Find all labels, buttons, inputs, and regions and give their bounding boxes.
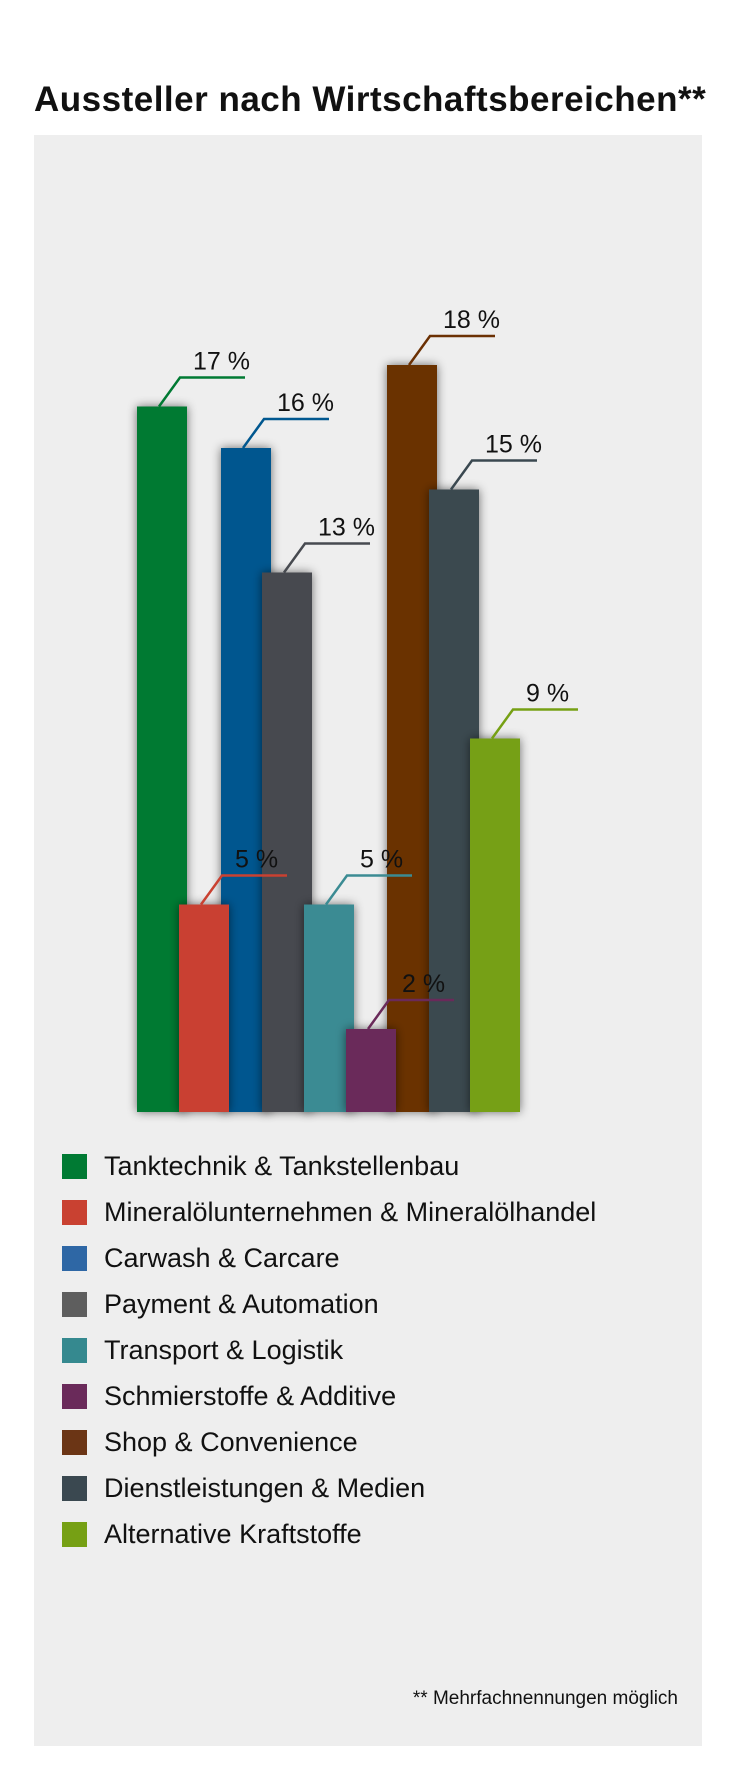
value-label-1: 17 % [193, 348, 250, 376]
legend-label: Mineralölunternehmen & Mineralölhandel [104, 1196, 597, 1227]
legend-label: Schmierstoffe & Additive [104, 1380, 397, 1411]
callout-line-6 [366, 998, 454, 1030]
legend-item: Shop & Convenience [62, 1419, 596, 1465]
value-label-6: 2 % [402, 970, 445, 998]
value-label-2: 5 % [235, 846, 278, 874]
bar-7 [387, 365, 437, 1112]
legend-item: Schmierstoffe & Additive [62, 1373, 596, 1419]
bar-2 [179, 904, 229, 1112]
chart-title: Aussteller nach Wirtschaftsbereichen** [34, 80, 707, 119]
bar-6 [346, 1029, 396, 1112]
callout-line-4 [282, 542, 370, 574]
legend-swatch [62, 1383, 87, 1409]
callout-line-3 [241, 417, 329, 449]
value-label-9: 9 % [526, 680, 569, 708]
legend-label: Dienstleistungen & Medien [104, 1472, 426, 1503]
legend-swatch [62, 1475, 87, 1501]
legend-swatch [62, 1337, 87, 1363]
value-label-3: 16 % [277, 389, 334, 417]
legend-label: Alternative Kraftstoffe [104, 1518, 362, 1549]
callout-line-2 [199, 874, 287, 906]
chart-panel: 17 % 5 % 16 % 13 % 5 % 2 % 18 % 15 % 9 % Tanktec… [34, 135, 702, 1746]
legend-label: Transport & Logistik [104, 1334, 344, 1365]
value-label-8: 15 % [485, 431, 542, 459]
value-label-7: 18 % [443, 306, 500, 334]
legend-item: Alternative Kraftstoffe [62, 1511, 596, 1557]
callout-line-7 [407, 334, 495, 366]
legend-swatch [62, 1153, 87, 1179]
bar-1 [137, 406, 187, 1112]
legend-label: Tanktechnik & Tankstellenbau [104, 1150, 460, 1181]
bar-4 [262, 572, 312, 1112]
legend-item: Transport & Logistik [62, 1327, 596, 1373]
callout-line-9 [490, 708, 578, 740]
legend-item: Payment & Automation [62, 1281, 596, 1327]
legend-label: Carwash & Carcare [104, 1242, 340, 1273]
legend-item: Dienstleistungen & Medien [62, 1465, 596, 1511]
callouts-group: 17 % 5 % 16 % 13 % 5 % 2 % 18 % 15 % 9 % [157, 306, 578, 1030]
legend-swatch [62, 1521, 87, 1547]
legend-item: Mineralölunternehmen & Mineralölhandel [62, 1189, 596, 1235]
callout-line-5 [324, 874, 412, 906]
footnote: ** Mehrfachnennungen möglich [412, 1688, 678, 1709]
legend: Tanktechnik & Tankstellenbau Mineralölunt… [62, 1143, 596, 1557]
bar-9 [470, 738, 520, 1112]
legend-label: Payment & Automation [104, 1288, 379, 1319]
legend-item: Carwash & Carcare [62, 1235, 596, 1281]
value-label-5: 5 % [360, 846, 403, 874]
bar-chart: 17 % 5 % 16 % 13 % 5 % 2 % 18 % 15 % 9 % [137, 306, 578, 1112]
legend-swatch [62, 1429, 87, 1455]
legend-label: Shop & Convenience [104, 1426, 358, 1457]
callout-line-8 [449, 459, 537, 491]
legend-swatch [62, 1245, 87, 1271]
bar-5 [304, 904, 354, 1112]
legend-item: Tanktechnik & Tankstellenbau [62, 1143, 596, 1189]
value-label-4: 13 % [318, 514, 375, 542]
bars-group [137, 365, 520, 1112]
legend-swatch [62, 1291, 87, 1317]
callout-line-1 [157, 376, 245, 408]
legend-swatch [62, 1199, 87, 1225]
